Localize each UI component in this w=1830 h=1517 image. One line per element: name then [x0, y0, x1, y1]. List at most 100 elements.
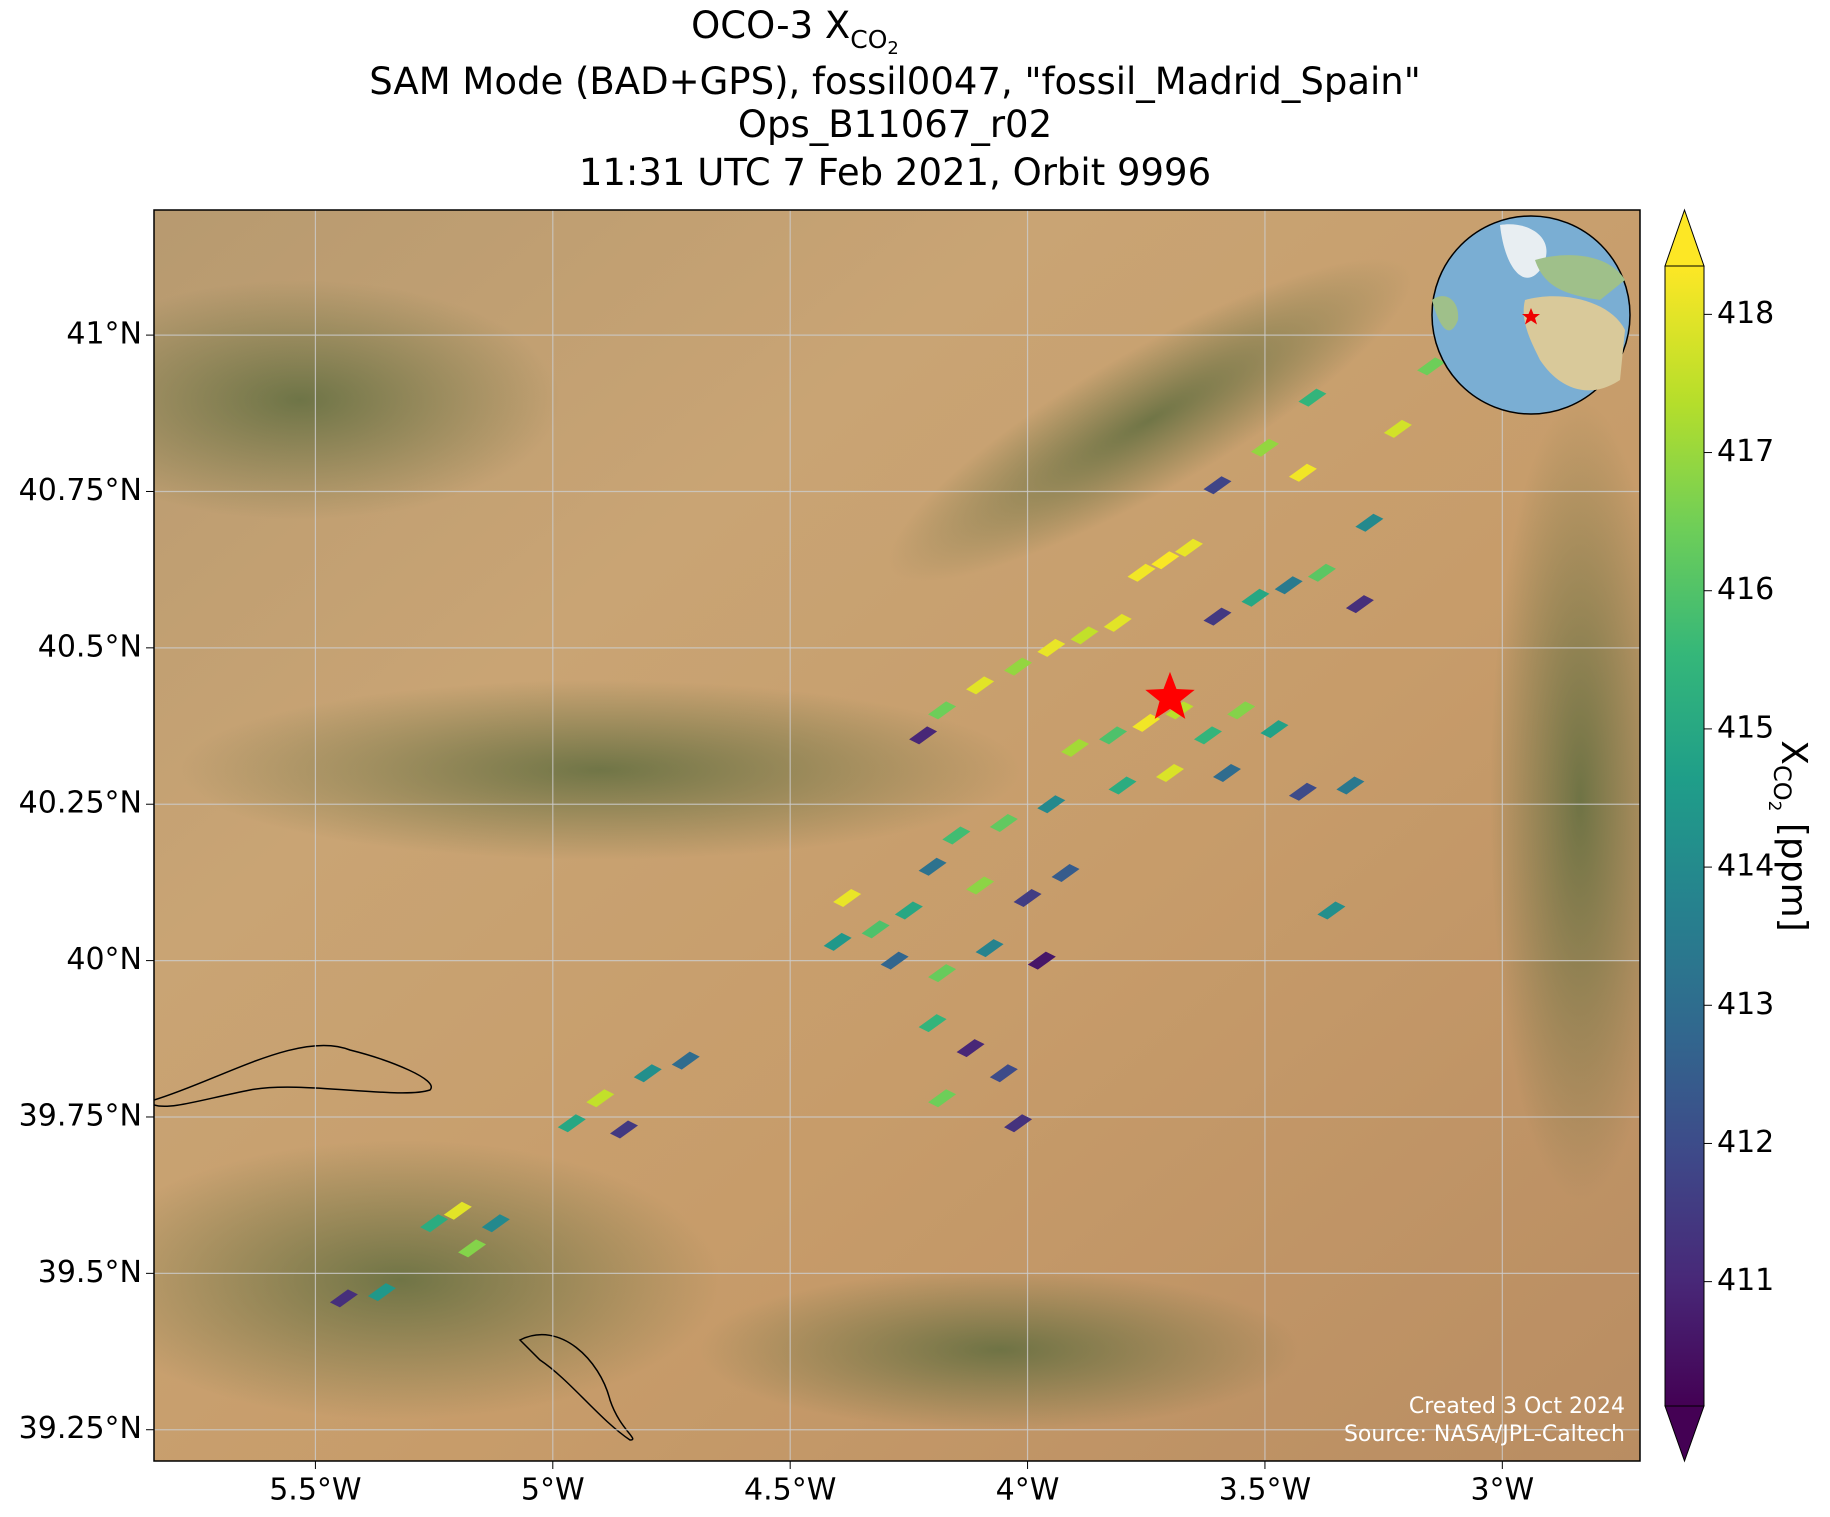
sounding: [833, 889, 862, 908]
sounding: [1004, 657, 1033, 676]
colorbar-tick-label: 418: [1717, 296, 1774, 331]
colorbar-tick-label: 414: [1717, 849, 1774, 884]
sounding: [1151, 551, 1180, 570]
sounding: [610, 1120, 639, 1139]
sounding: [1132, 713, 1161, 732]
sounding: [861, 920, 890, 939]
sounding: [1027, 951, 1056, 970]
sounding: [1103, 613, 1132, 632]
y-tick-label: 40°N: [66, 942, 142, 977]
colorbar-tick-label: 411: [1717, 1263, 1774, 1298]
y-tick-label: 40.75°N: [19, 473, 142, 508]
sounding: [1250, 438, 1279, 457]
sounding: [918, 857, 947, 876]
x-tick-label: 5°W: [521, 1473, 585, 1508]
sounding: [1417, 357, 1446, 376]
sounding: [1288, 782, 1317, 801]
sounding: [1203, 476, 1232, 495]
colorbar: XCO2 [ppm] 411 412 413 414 415 416 417 418: [1664, 208, 1814, 1463]
sounding: [1013, 889, 1042, 908]
sounding: [1260, 720, 1289, 739]
sounding: [633, 1064, 662, 1083]
sounding: [1241, 588, 1270, 607]
border: [518, 1333, 634, 1441]
x-tick-label: 4°W: [996, 1473, 1060, 1508]
sounding: [1070, 626, 1099, 645]
x-tick-label: 3.5°W: [1219, 1473, 1311, 1508]
sounding: [1212, 763, 1241, 782]
colorbar-extend: [1664, 1405, 1705, 1463]
grid: [154, 210, 1640, 1461]
credit: Created 3 Oct 2024: [1409, 1394, 1625, 1419]
terrain: [700, 1270, 1300, 1430]
title-line: 11:31 UTC 7 Feb 2021, Orbit 9996: [579, 151, 1211, 194]
sounding: [1288, 463, 1317, 482]
sounding: [671, 1051, 700, 1070]
sounding: [956, 1039, 985, 1058]
y-tick-label: 41°N: [66, 317, 142, 352]
sounding: [1155, 763, 1184, 782]
sounding: [823, 932, 852, 951]
sounding: [966, 876, 995, 895]
sounding: [928, 964, 957, 983]
colorbar-tick-label: 412: [1717, 1125, 1774, 1160]
x-tick-label: 3°W: [1470, 1473, 1534, 1508]
sounding: [989, 1064, 1018, 1083]
sounding: [586, 1089, 615, 1108]
sounding: [966, 676, 995, 695]
title-line: Ops_B11067_r02: [738, 103, 1052, 146]
sounding: [1051, 864, 1080, 883]
terrain: [154, 1140, 720, 1420]
sounding: [894, 901, 923, 920]
terrain: [1490, 400, 1640, 1200]
africa: [1523, 296, 1625, 391]
sounding: [1037, 638, 1066, 657]
sounding: [557, 1114, 586, 1133]
title: OCO-3 XCO2 SAM Mode (BAD+GPS), fossil004…: [369, 4, 1421, 194]
globe-star: [1522, 308, 1540, 325]
y-tick-label: 39.5°N: [38, 1255, 142, 1290]
sounding: [1274, 576, 1303, 595]
sounding: [975, 939, 1004, 958]
x-tick-label: 5.5°W: [269, 1473, 361, 1508]
terrain: [180, 680, 1020, 860]
sounding: [329, 1289, 358, 1308]
locator-globe: [1431, 215, 1631, 415]
sounding: [1174, 538, 1203, 557]
sounding: [420, 1214, 449, 1233]
sounding: [1004, 1114, 1033, 1133]
sounding: [1099, 726, 1128, 745]
sounding: [1227, 701, 1256, 720]
colorbar-extend: [1664, 208, 1705, 267]
sounding: [928, 1089, 957, 1108]
sounding: [443, 1201, 472, 1220]
sounding: [1336, 776, 1365, 795]
y-tick-label: 39.25°N: [19, 1411, 142, 1446]
sounding: [481, 1214, 510, 1233]
sounding: [1345, 595, 1374, 614]
sounding: [458, 1239, 487, 1258]
sounding: [1307, 563, 1336, 582]
sounding: [909, 726, 938, 745]
title-line: SAM Mode (BAD+GPS), fossil0047, "fossil_…: [369, 60, 1421, 103]
axes: 5.5°W 5°W 4.5°W 4°W 3.5°W 3°W 39.25°N 39.5°N 39.…: [19, 317, 1535, 1508]
y-tick-label: 40.5°N: [38, 629, 142, 664]
sounding: [1317, 901, 1346, 920]
sounding: [1127, 563, 1156, 582]
greenland: [1500, 224, 1547, 278]
sounding: [942, 826, 971, 845]
colorbar-tick-label: 415: [1717, 710, 1774, 745]
title-line: OCO-3 XCO2: [691, 4, 899, 59]
sounding: [1037, 795, 1066, 814]
terrain: [887, 258, 1413, 582]
sounding: [1193, 726, 1222, 745]
sounding: [367, 1283, 396, 1302]
sounding: [1061, 738, 1090, 757]
target-star: [1145, 671, 1195, 719]
map-frame: [153, 209, 1641, 1462]
sounding: [1383, 419, 1412, 438]
sounding: [1298, 388, 1327, 407]
sounding: [1355, 513, 1384, 532]
terrain: [154, 280, 560, 520]
colorbar-gradient: [1665, 266, 1704, 1406]
